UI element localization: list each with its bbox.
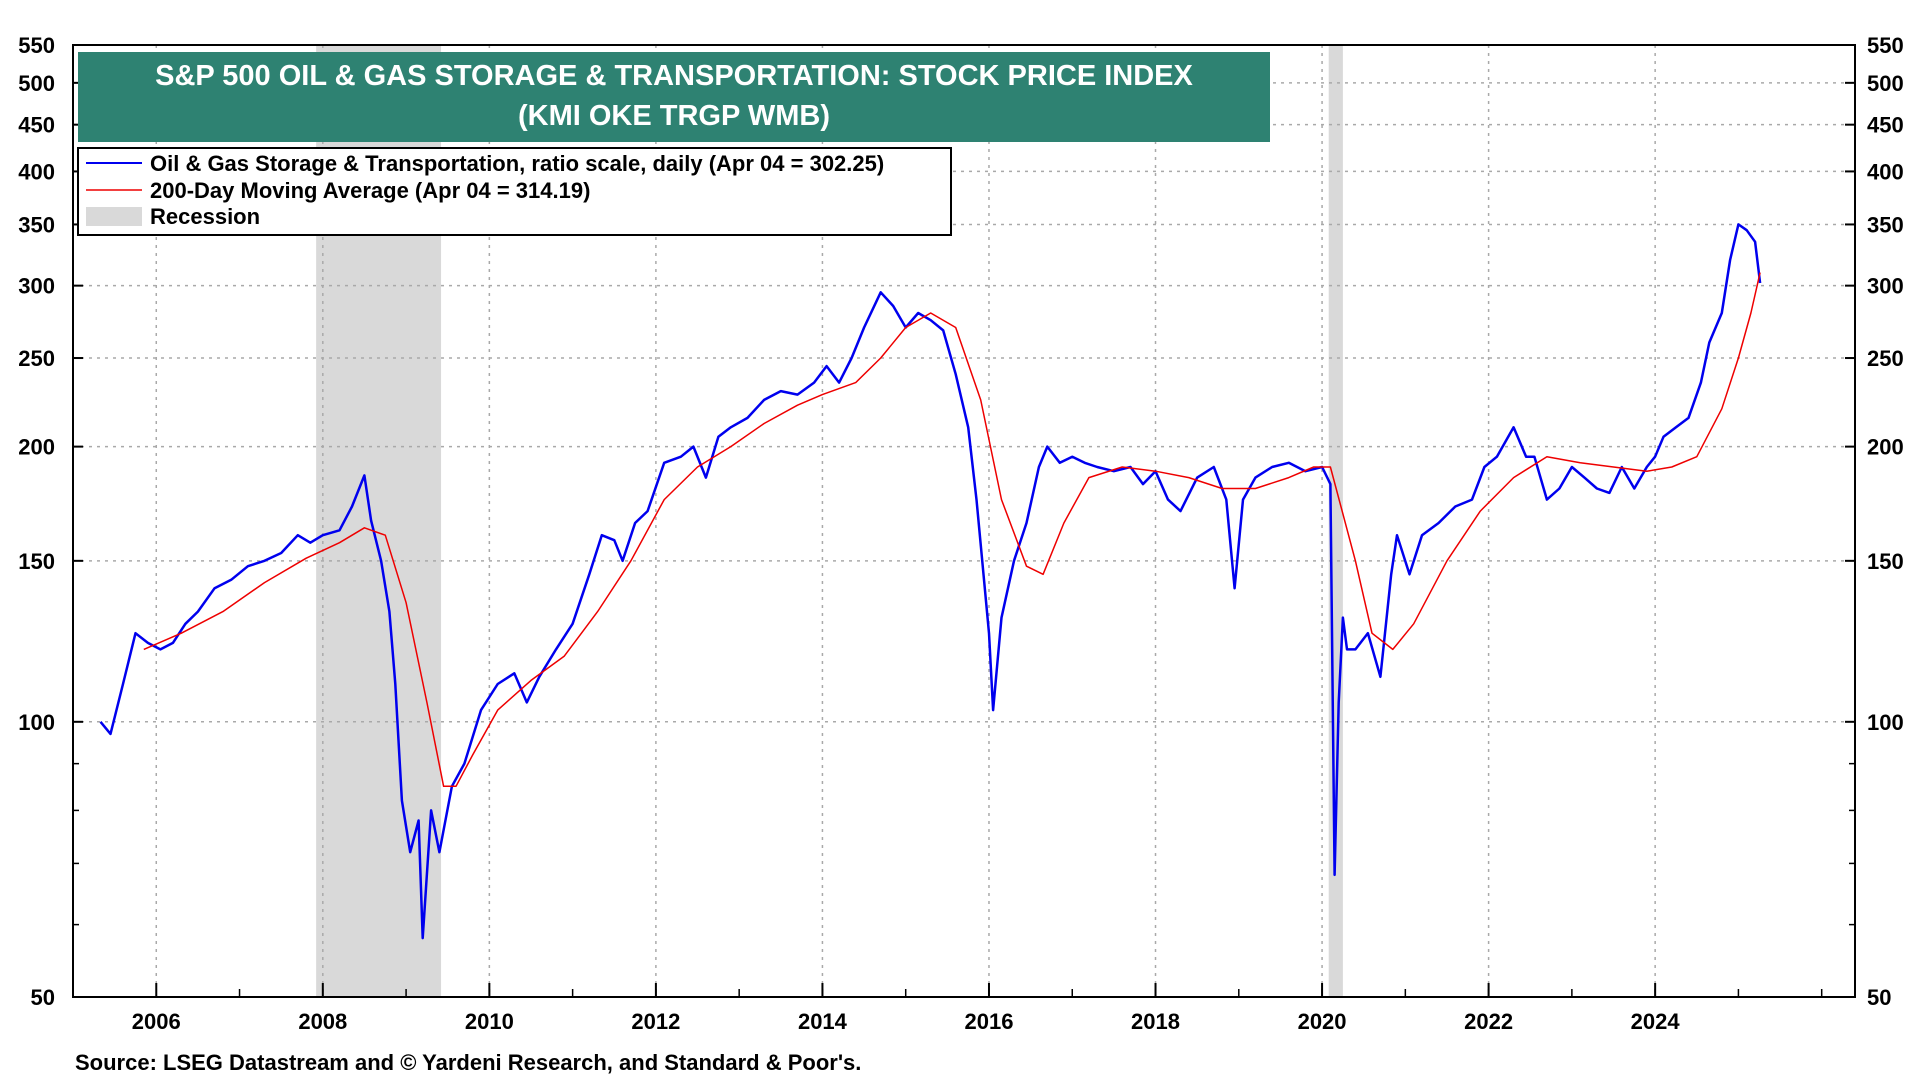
moving-average-line <box>143 272 1761 788</box>
plot-frame <box>72 44 1856 998</box>
x-tick-label-2024: 2024 <box>1631 1009 1681 1034</box>
legend-label-index: Oil & Gas Storage & Transportation, rati… <box>150 151 884 176</box>
x-tick-label-2008: 2008 <box>298 1009 347 1034</box>
y-tick-label-right-350: 350 <box>1867 212 1904 237</box>
legend-label-recession: Recession <box>150 204 260 229</box>
legend-label-ma: 200-Day Moving Average (Apr 04 = 314.19) <box>150 178 590 203</box>
y-tick-label-right-50: 50 <box>1867 985 1891 1010</box>
y-tick-label-left-50: 50 <box>31 985 55 1010</box>
x-tick-label-2020: 2020 <box>1298 1009 1347 1034</box>
y-tick-label-left-500: 500 <box>18 71 55 96</box>
x-tick-label-2014: 2014 <box>798 1009 848 1034</box>
chart-title-line1: S&P 500 OIL & GAS STORAGE & TRANSPORTATI… <box>155 60 1193 92</box>
y-tick-label-right-550: 550 <box>1867 33 1904 58</box>
y-tick-label-left-400: 400 <box>18 159 55 184</box>
chart-title-line2: (KMI OKE TRGP WMB) <box>518 100 830 132</box>
x-tick-label-2016: 2016 <box>965 1009 1014 1034</box>
y-tick-label-right-150: 150 <box>1867 549 1904 574</box>
y-tick-label-left-350: 350 <box>18 212 55 237</box>
x-tick-label-2018: 2018 <box>1131 1009 1180 1034</box>
y-tick-label-left-100: 100 <box>18 710 55 735</box>
y-axis-ticks: 50 50 100 100 150 150 200 200 250 250 300 300 350 350… <box>18 33 1903 1010</box>
y-tick-label-right-400: 400 <box>1867 159 1904 184</box>
x-tick-label-2006: 2006 <box>132 1009 181 1034</box>
y-tick-label-left-550: 550 <box>18 33 55 58</box>
title-banner <box>78 52 1270 142</box>
x-tick-label-2010: 2010 <box>465 1009 514 1034</box>
x-tick-label-2012: 2012 <box>631 1009 680 1034</box>
y-tick-label-right-200: 200 <box>1867 435 1904 460</box>
y-tick-label-left-450: 450 <box>18 113 55 138</box>
y-tick-label-right-450: 450 <box>1867 113 1904 138</box>
series-lines <box>99 223 1762 940</box>
x-tick-label-2022: 2022 <box>1464 1009 1513 1034</box>
y-tick-label-left-300: 300 <box>18 274 55 299</box>
y-tick-label-right-500: 500 <box>1867 71 1904 96</box>
x-axis-ticks: 2006 2008 2010 2012 2014 2016 2018 2020 2022 2024 <box>72 983 1823 1034</box>
y-tick-label-left-250: 250 <box>18 346 55 371</box>
source-note: Source: LSEG Datastream and © Yardeni Re… <box>75 1050 861 1075</box>
y-tick-label-right-250: 250 <box>1867 346 1904 371</box>
legend-box <box>77 147 952 236</box>
index-series-line <box>99 223 1762 940</box>
y-tick-label-right-300: 300 <box>1867 274 1904 299</box>
y-tick-label-left-150: 150 <box>18 549 55 574</box>
y-tick-label-right-100: 100 <box>1867 710 1904 735</box>
y-tick-label-left-200: 200 <box>18 435 55 460</box>
legend-swatch-recession <box>86 207 142 226</box>
